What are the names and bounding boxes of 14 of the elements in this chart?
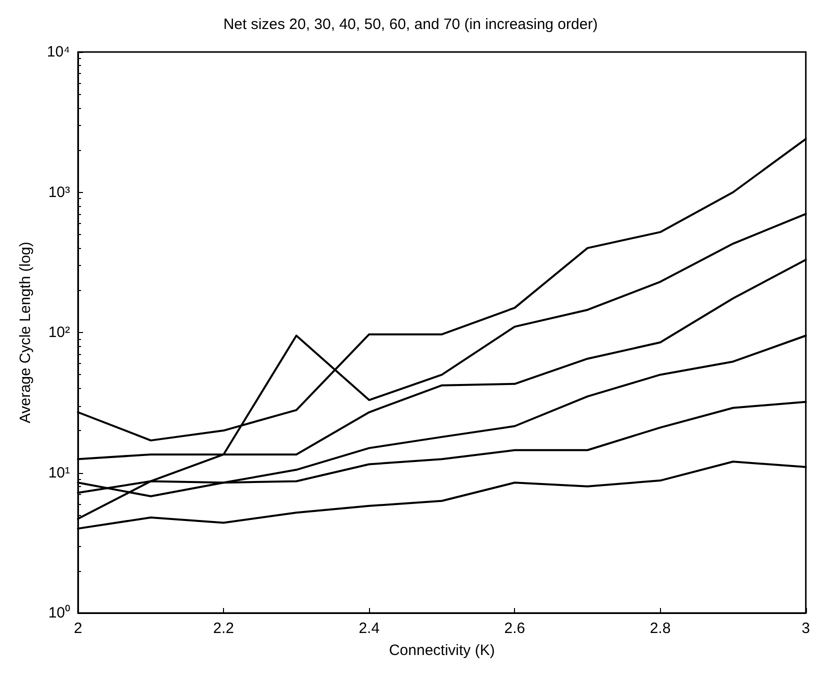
y-tick-label: 10⁰ <box>48 604 70 622</box>
x-tick-label: 2.6 <box>504 620 526 637</box>
x-tick-label: 2.8 <box>650 620 671 637</box>
y-tick-label: 10² <box>48 324 70 341</box>
y-tick-label: 10¹ <box>48 464 70 482</box>
chart-title: Net sizes 20, 30, 40, 50, 60, and 70 (in increasing order) <box>223 16 598 33</box>
x-axis-title: Connectivity (K) <box>388 642 495 659</box>
x-tick-label: 3 <box>802 620 810 637</box>
y-tick-label: 10⁴ <box>46 44 70 60</box>
x-tick-label: 2.4 <box>358 620 380 637</box>
x-tick-label: 2.2 <box>213 620 234 637</box>
y-tick-label: 10³ <box>48 184 70 201</box>
y-axis-title: Average Cycle Length (log) <box>17 242 34 424</box>
x-tick-label: 2 <box>74 620 82 637</box>
